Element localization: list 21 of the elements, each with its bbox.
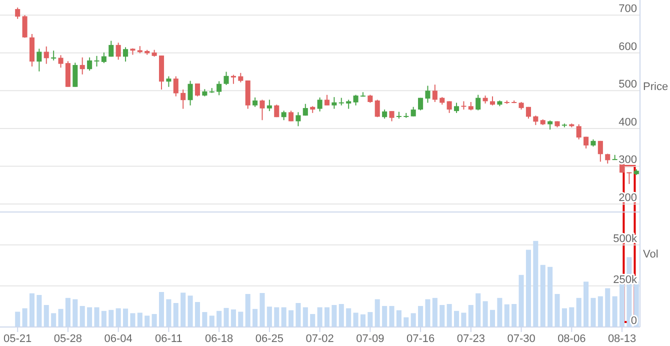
y-tick-label: 300 — [618, 154, 637, 166]
y-tick-label: 0 — [630, 315, 637, 327]
y-tick-label: 700 — [618, 3, 637, 16]
y-axis-title: Vol — [643, 248, 658, 260]
y-tick-label: 500 — [618, 78, 637, 91]
x-tick-label: 07-30 — [507, 333, 536, 345]
x-tick-label: 07-02 — [306, 333, 334, 345]
x-tick-label: 07-09 — [356, 333, 384, 345]
x-tick-label: 08-13 — [608, 333, 636, 345]
x-tick-label: 05-21 — [4, 333, 32, 345]
x-tick-label: 05-28 — [54, 333, 82, 345]
x-tick-label: 07-16 — [406, 333, 435, 345]
x-tick-label: 08-06 — [558, 333, 586, 345]
x-tick-label: 06-25 — [255, 333, 284, 345]
x-tick-label: 06-11 — [155, 333, 182, 345]
y-tick-label: 400 — [618, 116, 637, 128]
x-tick-label: 06-04 — [104, 333, 132, 345]
x-tick-label: 07-23 — [456, 333, 485, 345]
y-tick-label: 600 — [618, 40, 637, 53]
x-tick-label: 06-18 — [205, 333, 234, 345]
y-axis-title: Price — [643, 81, 668, 93]
